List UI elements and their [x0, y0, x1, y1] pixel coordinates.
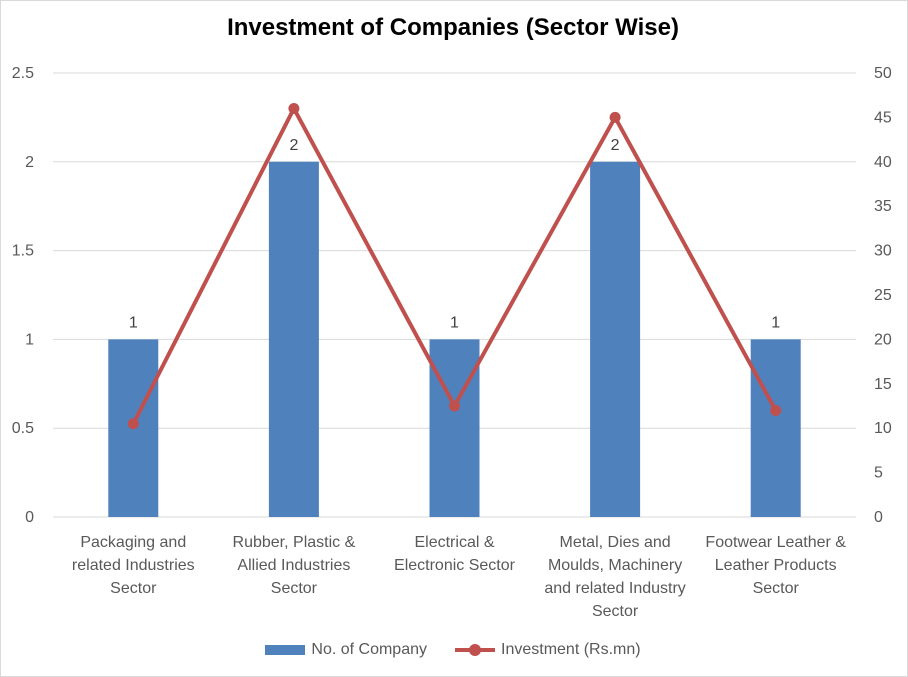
y-right-tick-label: 30: [874, 243, 892, 260]
y-left-tick-label: 0.5: [12, 420, 34, 437]
y-right-tick-label: 25: [874, 287, 892, 304]
line-point: [127, 418, 139, 430]
y-left-tick-label: 0: [25, 509, 34, 526]
legend-item-bar: No. of Company: [265, 641, 427, 659]
line-point: [770, 404, 782, 416]
legend-item-line: Investment (Rs.mn): [455, 641, 641, 659]
y-right-tick-label: 45: [874, 109, 892, 126]
legend-label-bar: No. of Company: [311, 641, 427, 658]
y-right-tick-label: 35: [874, 198, 892, 215]
bar-data-label: 1: [129, 314, 138, 331]
bar: [750, 339, 801, 517]
bar: [429, 339, 480, 517]
y-right-tick-label: 0: [874, 509, 883, 526]
bar-data-label: 2: [611, 137, 620, 154]
line-point: [609, 111, 621, 123]
legend-line-swatch: [455, 644, 495, 656]
x-tick-label: Footwear Leather & Leather Products Sector: [705, 534, 846, 597]
y-right-tick-label: 5: [874, 465, 883, 482]
legend-bar-swatch: [265, 645, 306, 655]
y-right-tick-label: 10: [874, 420, 892, 437]
x-tick-label: Rubber, Plastic & Allied Industries Sector: [233, 534, 356, 597]
bar: [590, 161, 641, 518]
y-left-tick-label: 2: [25, 154, 34, 171]
y-right-tick-label: 50: [874, 65, 892, 82]
bar-data-label: 1: [771, 314, 780, 331]
bar: [268, 161, 319, 518]
y-left-tick-label: 1.5: [12, 243, 34, 260]
x-tick-label: Electrical & Electronic Sector: [394, 534, 516, 574]
y-left-tick-label: 2.5: [12, 65, 34, 82]
bar-data-label: 2: [289, 137, 298, 154]
x-tick-label: Packaging and related Industries Sector: [72, 534, 195, 597]
y-right-tick-label: 15: [874, 376, 892, 393]
y-right-tick-label: 20: [874, 331, 892, 348]
bar-data-label: 1: [450, 314, 459, 331]
y-left-tick-label: 1: [25, 331, 34, 348]
line-point: [288, 103, 300, 115]
y-right-tick-label: 40: [874, 154, 892, 171]
line-point: [449, 400, 460, 412]
legend: No. of Company Investment (Rs.mn): [0, 641, 906, 659]
x-tick-label: Metal, Dies and Moulds, Machinery and rela…: [544, 534, 685, 620]
chart-title: Investment of Companies (Sector Wise): [227, 14, 679, 41]
legend-label-line: Investment (Rs.mn): [501, 641, 641, 658]
